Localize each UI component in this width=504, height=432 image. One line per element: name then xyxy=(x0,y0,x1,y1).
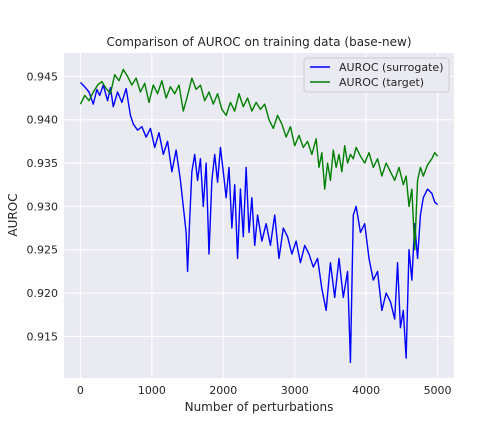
x-tick-label: 0 xyxy=(77,384,84,397)
y-tick-label: 0.915 xyxy=(27,330,59,343)
series-line-0 xyxy=(79,81,439,364)
y-tick-label: 0.940 xyxy=(27,114,59,127)
legend-label-target: AUROC (target) xyxy=(339,76,424,89)
y-tick-label: 0.925 xyxy=(27,244,59,257)
x-tick-label: 3000 xyxy=(281,384,309,397)
x-tick-label: 5000 xyxy=(424,384,452,397)
x-tick-label: 1000 xyxy=(138,384,166,397)
y-tick-label: 0.945 xyxy=(27,70,59,83)
grid-lines xyxy=(64,53,454,378)
chart-title: Comparison of AUROC on training data (ba… xyxy=(106,35,411,49)
y-tick-label: 0.930 xyxy=(27,200,59,213)
x-axis-label: Number of perturbations xyxy=(185,400,334,414)
x-tick-label: 2000 xyxy=(209,384,237,397)
series-line-1 xyxy=(79,68,439,251)
legend-box xyxy=(303,57,450,93)
legend-label-surrogate: AUROC (surrogate) xyxy=(339,61,443,74)
y-tick-label: 0.935 xyxy=(27,157,59,170)
y-tick-label: 0.920 xyxy=(27,287,59,300)
y-tick-labels: 0.915 0.920 0.925 0.930 0.935 0.940 0.945 xyxy=(27,70,59,343)
x-tick-label: 4000 xyxy=(352,384,380,397)
y-axis-label: AUROC xyxy=(6,193,20,236)
legend: AUROC (surrogate) AUROC (target) xyxy=(303,57,450,93)
series-lines xyxy=(79,68,439,364)
x-tick-labels: 0 1000 2000 3000 4000 5000 xyxy=(77,384,452,397)
